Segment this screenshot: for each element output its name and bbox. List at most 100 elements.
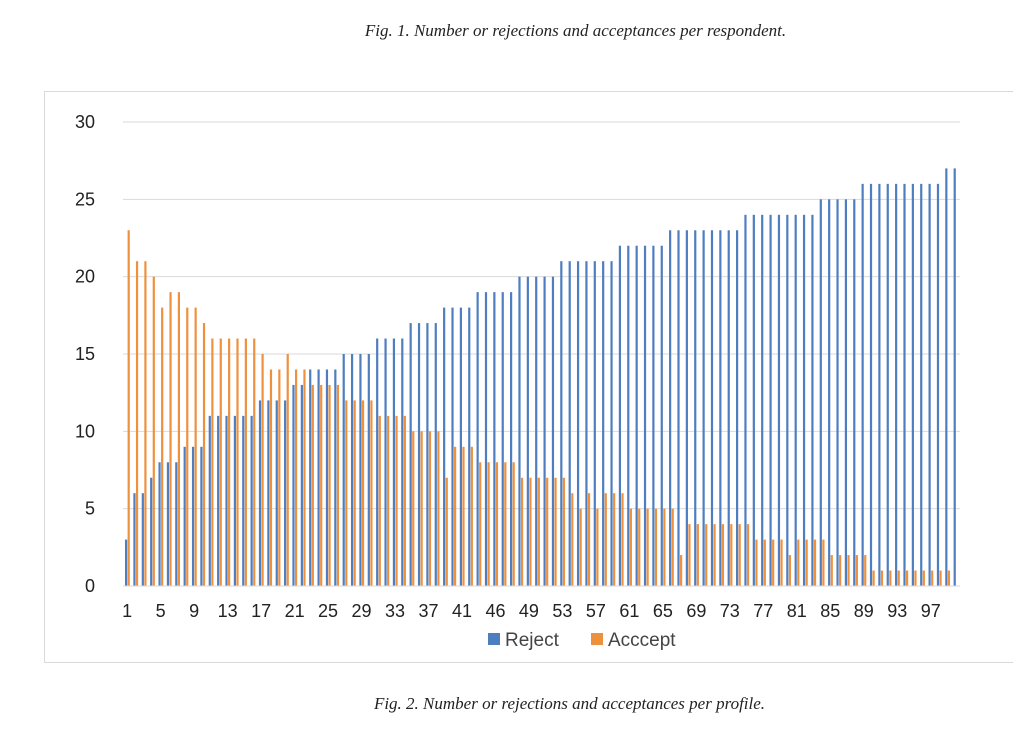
accept-bar (236, 338, 239, 586)
accept-bar (194, 307, 197, 586)
x-tick-label: 37 (418, 601, 438, 621)
accept-bar (721, 524, 725, 586)
reject-bar (309, 369, 312, 586)
reject-bar (769, 214, 772, 587)
accept-bar (152, 276, 155, 586)
accept-bar (797, 539, 800, 586)
legend-item-accept-label: Acccept (608, 630, 676, 651)
accept-bar (127, 230, 130, 586)
accept-bar (169, 292, 172, 586)
reject-bar (150, 477, 153, 586)
accept-bar (353, 400, 356, 586)
x-tick-label: 49 (519, 601, 539, 621)
accept-bar (947, 570, 951, 586)
reject-bar (635, 245, 638, 586)
chart-container: 0 5 10 15 20 25 30 1 5 9 13 17 21 25 29 33 37 41 46 49 53 57… (44, 91, 1013, 663)
accept-bar (487, 462, 490, 586)
accept-bar (671, 508, 674, 586)
accept-bar (897, 570, 900, 586)
reject-bar (660, 245, 663, 586)
x-tick-label: 1 (122, 601, 132, 621)
accept-bar (931, 570, 934, 586)
reject-bar (342, 354, 345, 586)
x-tick-label: 46 (485, 601, 505, 621)
accept-bar (554, 477, 557, 586)
x-tick-label: 9 (189, 601, 199, 621)
reject-bar (560, 261, 563, 586)
gridlines (123, 121, 960, 587)
reject-bar (543, 276, 546, 586)
reject-bar (225, 415, 228, 586)
x-tick-label: 17 (251, 601, 271, 621)
reject-bar (602, 261, 605, 586)
accept-bar (772, 539, 775, 586)
accept-bar (571, 493, 574, 586)
reject-bar (702, 230, 705, 586)
reject-bar (593, 261, 596, 586)
accept-bar (529, 477, 532, 586)
y-axis: 0 5 10 15 20 25 30 (75, 112, 95, 596)
x-tick-label: 13 (218, 601, 238, 621)
accept-bar (763, 539, 766, 586)
reject-bar (752, 214, 755, 587)
reject-bar (828, 199, 831, 586)
reject-bar (350, 354, 354, 586)
accept-bar (211, 338, 214, 586)
reject-bar (267, 400, 270, 586)
reject-bar (761, 214, 764, 587)
reject-bar (953, 168, 956, 586)
reject-bar (928, 183, 931, 586)
reject-bar (786, 214, 789, 587)
reject-bar (476, 292, 479, 586)
reject-bar (526, 276, 529, 586)
accept-bar (504, 462, 507, 586)
reject-bar (585, 261, 588, 586)
y-tick-label: 0 (85, 576, 95, 596)
reject-bar (284, 400, 287, 586)
figure-caption-bottom: Fig. 2. Number or rejections and accepta… (373, 694, 766, 713)
accept-bar (847, 555, 850, 586)
reject-bar (158, 462, 161, 586)
reject-bar (133, 493, 136, 586)
accept-bar (135, 261, 139, 586)
accept-bar (705, 524, 708, 586)
reject-bar (459, 307, 462, 586)
x-tick-label: 73 (720, 601, 740, 621)
accept-bar (839, 555, 842, 586)
reject-bar (911, 183, 914, 586)
reject-bar (217, 415, 220, 586)
accept-bar (437, 431, 440, 586)
accept-bar (546, 477, 549, 586)
reject-bar (936, 183, 940, 586)
reject-bar (300, 384, 303, 586)
reject-bar (869, 183, 873, 586)
reject-bar (409, 323, 412, 586)
accept-bar (872, 570, 875, 586)
reject-bar (392, 338, 396, 586)
reject-bar (886, 183, 889, 586)
accept-bar (889, 570, 892, 586)
reject-bar (878, 183, 881, 586)
accept-bar (378, 415, 381, 586)
reject-bar (501, 292, 504, 586)
accept-bar (261, 354, 264, 586)
accept-bar (587, 493, 591, 586)
accept-bar (479, 462, 482, 586)
accept-bar (286, 354, 289, 586)
accept-bar (269, 369, 273, 586)
accept-bar (905, 570, 909, 586)
accept-bar (328, 384, 331, 586)
accept-bar (395, 415, 398, 586)
reject-bar (384, 338, 387, 586)
reject-bar (576, 261, 580, 586)
reject-bar (802, 214, 806, 587)
accept-bar (345, 400, 348, 586)
accept-bar (336, 384, 340, 586)
accept-bar (387, 415, 390, 586)
reject-bar (694, 230, 697, 586)
reject-bar (292, 384, 295, 586)
accept-bar (788, 555, 792, 586)
accept-bar (621, 493, 624, 586)
y-tick-label: 10 (75, 421, 95, 441)
